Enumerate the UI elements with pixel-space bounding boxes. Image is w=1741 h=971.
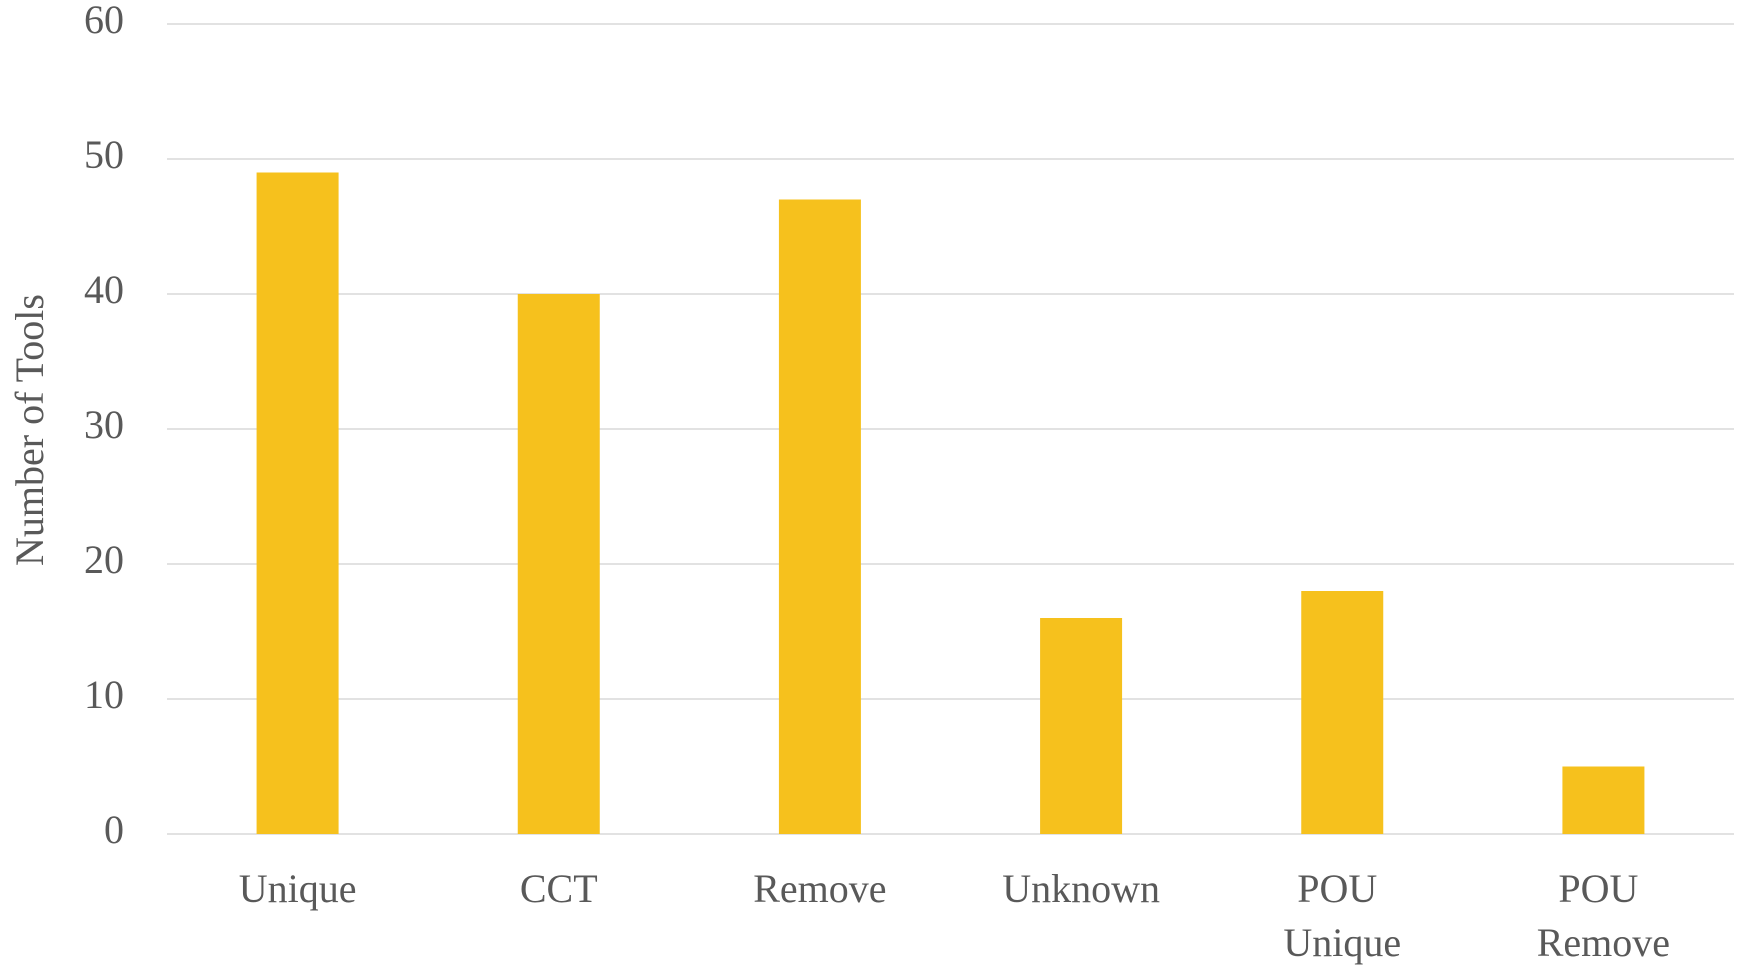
y-axis-label: Number of Tools (7, 294, 52, 566)
bar (1040, 618, 1123, 834)
y-tick-label: 0 (104, 807, 124, 852)
x-tick-label: POU Unique (1283, 866, 1401, 965)
y-tick-label: 30 (84, 402, 124, 447)
bar (1301, 591, 1384, 834)
bar (1562, 766, 1645, 834)
bar (778, 199, 861, 834)
x-tick-label: Unique (239, 866, 357, 911)
x-tick-label: CCT (520, 866, 598, 911)
x-tick-label: POU Remove (1537, 866, 1670, 965)
y-tick-label: 20 (84, 537, 124, 582)
y-tick-label: 50 (84, 132, 124, 177)
bar (256, 172, 339, 834)
y-tick-label: 10 (84, 672, 124, 717)
x-tick-label: Unknown (1002, 866, 1160, 911)
x-tick-label: Remove (753, 866, 886, 911)
y-tick-label: 60 (84, 0, 124, 42)
y-tick-label: 40 (84, 267, 124, 312)
bar (517, 294, 600, 834)
